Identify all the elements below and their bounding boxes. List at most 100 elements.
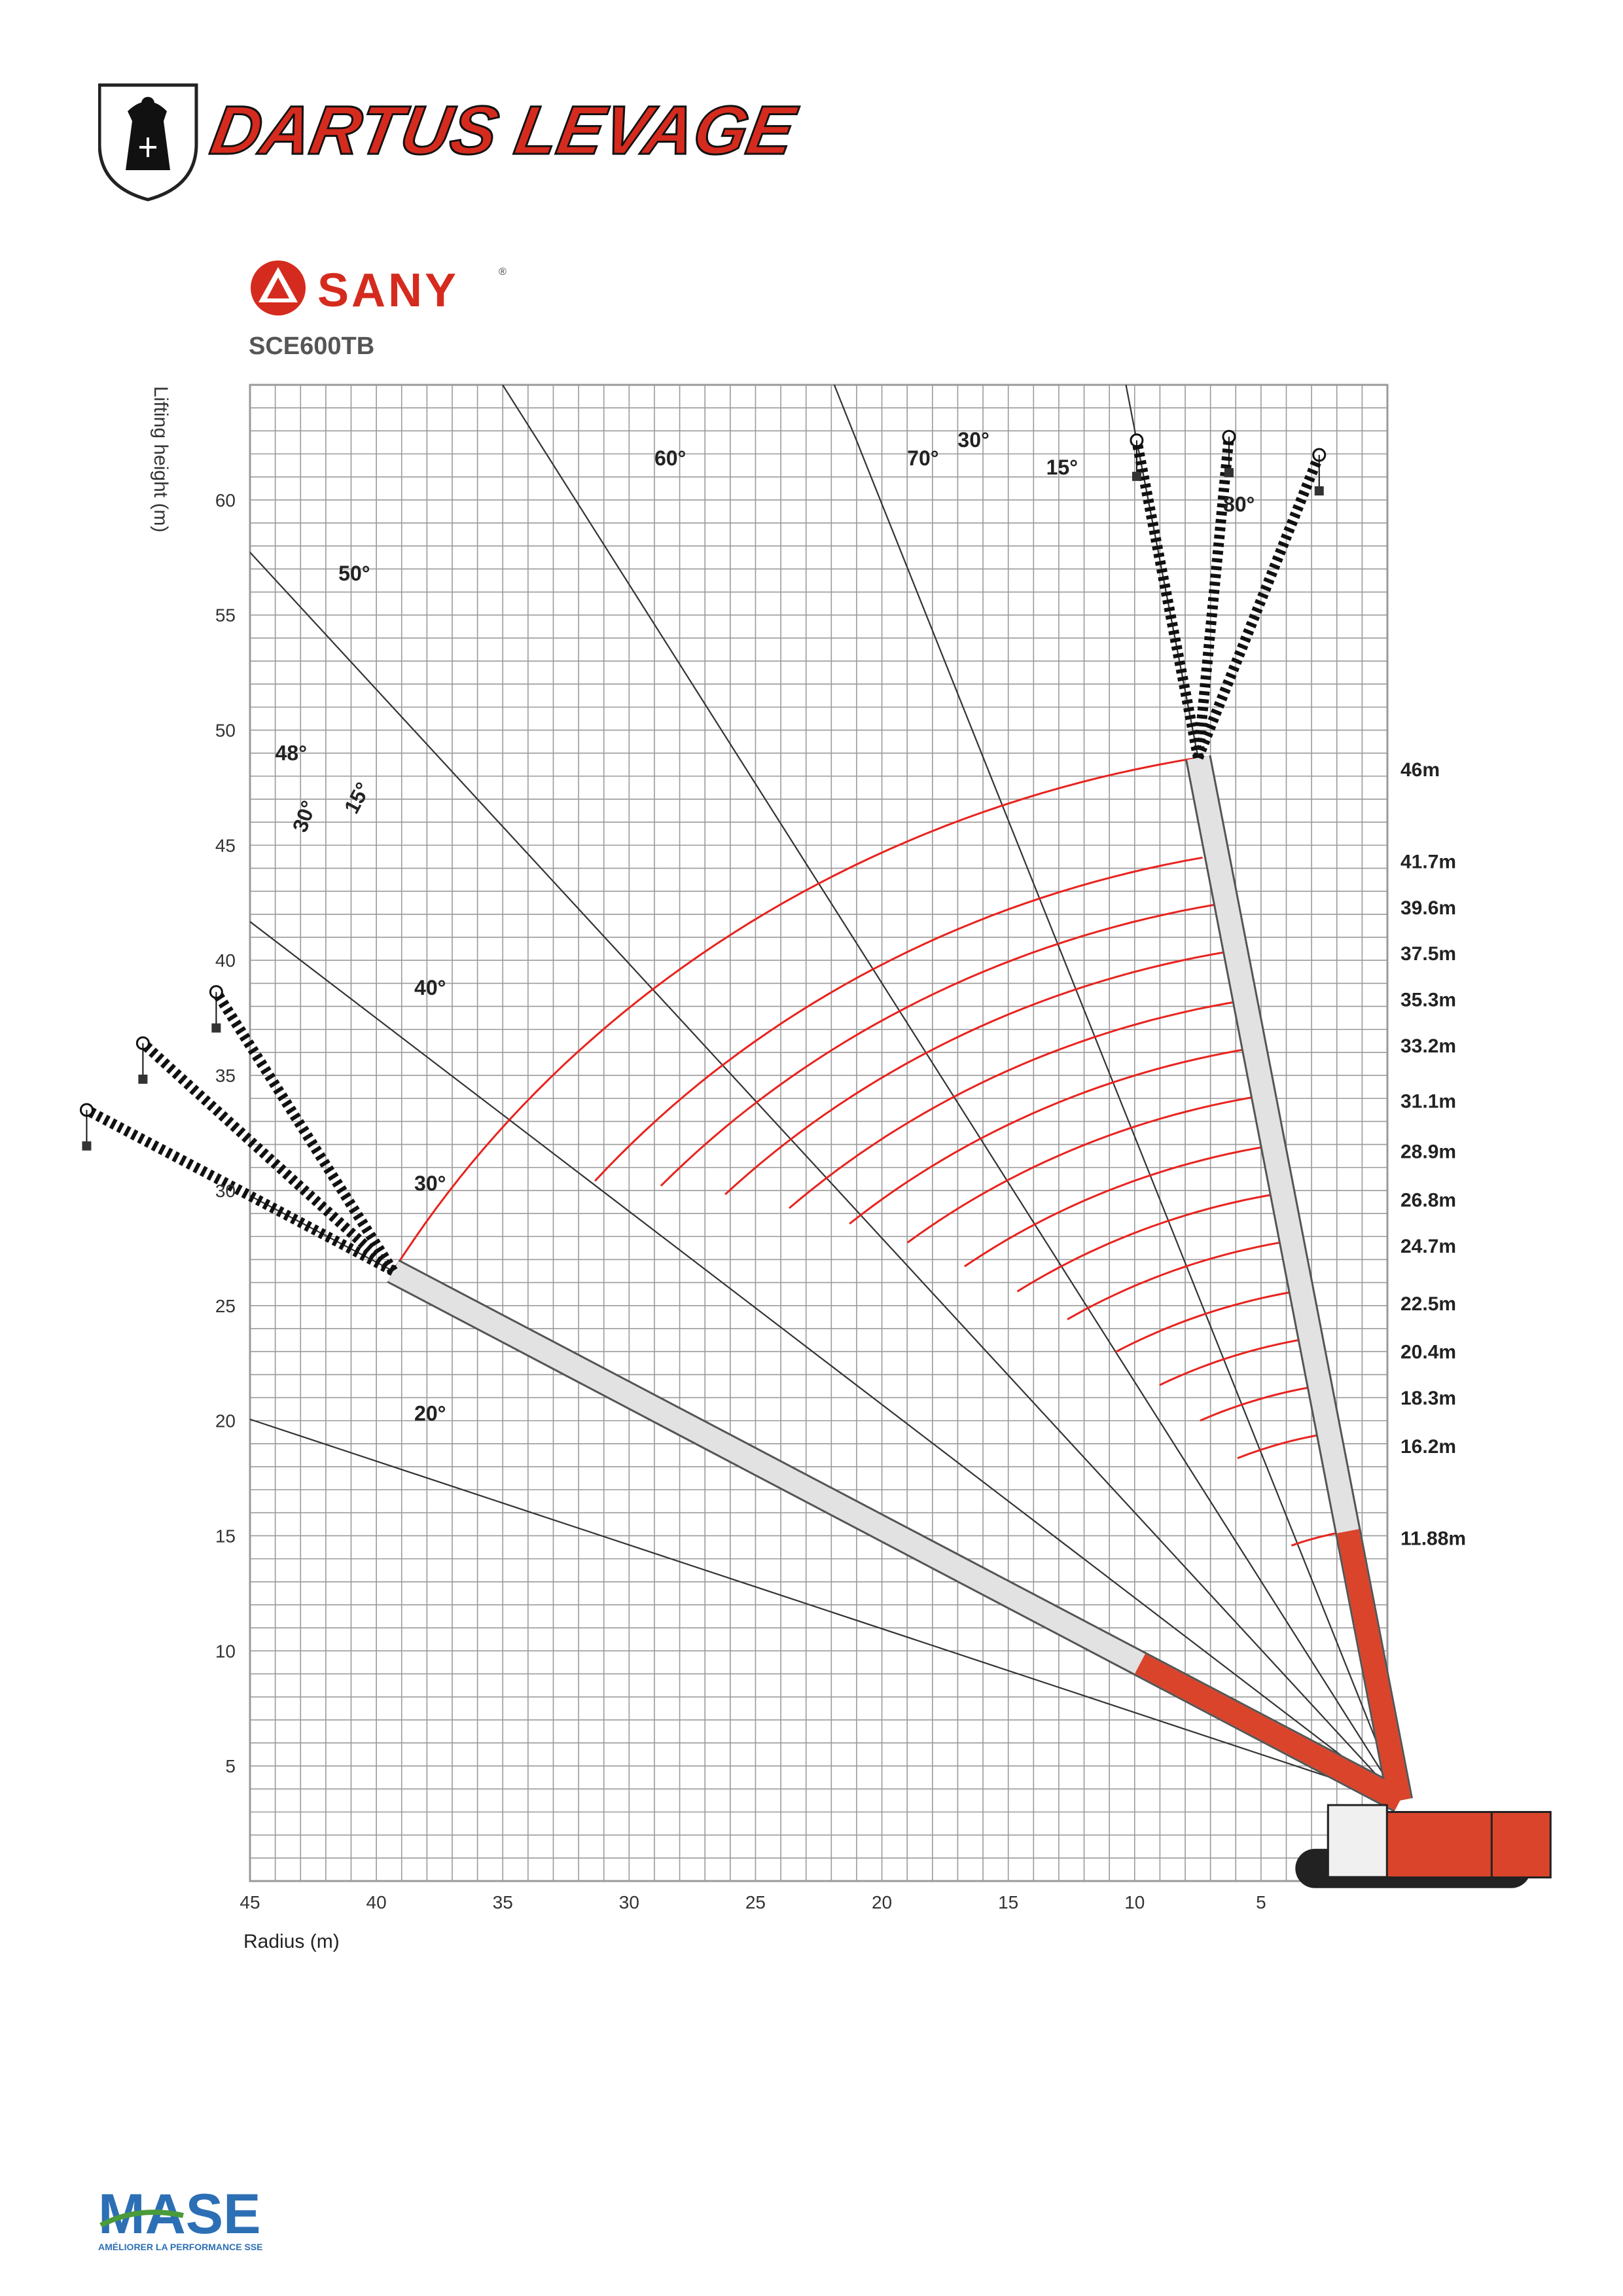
load-arc [1115,1289,1302,1353]
range-diagram: 45 40 35 30 25 20 15 10 551015202530354045505560… [79,384,1552,1952]
jib-80-0-hook [1132,471,1141,481]
y-tick-label: 10 [215,1641,236,1661]
axis-ticks: 45 40 35 30 25 20 15 10 551015202530354045505560… [215,490,1266,1952]
x-tick-label: 40 [366,1892,387,1912]
x-tick-label: 45 [240,1892,260,1912]
operator-cab [1327,1804,1388,1878]
angle-label: 50° [338,562,370,585]
boom-length-label: 39.6m [1400,897,1456,919]
jib-30-30 [211,989,398,1274]
x-tick-label: 10 [1124,1892,1145,1912]
y-tick-label: 45 [215,835,236,855]
jib-30-30-hook [211,1023,221,1033]
angle-label: 30° [414,1172,446,1195]
x-tick-label: 15 [998,1892,1018,1912]
plot-frame [249,384,1389,1882]
dartus-levage-logo: DARTUS LEVAGE [98,72,883,206]
jib-80-15-hook [1224,468,1234,478]
load-arc [1200,1385,1315,1422]
angle-label: 20° [414,1402,446,1426]
boom-base-section [1336,1529,1412,1803]
load-arc [963,1145,1266,1268]
angle-label: 80° [1223,492,1255,516]
y-tick-label: 15 [215,1526,236,1546]
load-arc [594,856,1203,1182]
load-arc [724,950,1230,1196]
jib-30-15 [139,1039,397,1275]
y-tick-label: 50 [215,721,236,741]
company-name: DARTUS LEVAGE [205,92,803,169]
jib-max-angle-label: 48° [276,741,307,764]
jib-80-15 [1192,436,1234,759]
angle-line [250,920,1387,1792]
boom-length-label: 46m [1400,759,1440,781]
x-tick-label: 35 [493,1892,513,1912]
load-arcs [392,757,1347,1547]
y-axis-title: Lifting height (m) [150,386,171,533]
boom-length-label: 35.3m [1400,990,1456,1011]
boom-length-label: 41.7m [1400,852,1456,873]
crane-body [1295,1804,1552,1888]
boom-length-label: 18.3m [1400,1388,1456,1409]
x-axis-title: Radius (m) [243,1931,340,1952]
load-arc [1016,1193,1278,1293]
jib-offset-label: 30° [957,428,989,452]
boom-length-label: 20.4m [1400,1342,1456,1363]
jib-30-0-hook [82,1141,92,1151]
x-tick-label: 25 [745,1892,766,1912]
y-tick-label: 40 [215,950,236,971]
boom-length-label: 33.2m [1400,1035,1456,1057]
angle-label: 40° [414,976,446,999]
boom-length-label: 16.2m [1400,1436,1456,1458]
chart-grid [249,384,1389,1882]
jib-30-15-hook [138,1074,148,1084]
boom-base-section [1135,1653,1406,1810]
brand-name: SANY [317,264,459,317]
shield-icon [98,83,198,202]
boom-length-label: 22.5m [1400,1293,1456,1315]
x-tick-label: 30 [619,1892,639,1912]
mase-swoosh-icon [99,2210,184,2228]
boom-length-label: 31.1m [1400,1090,1456,1112]
y-tick-label: 35 [215,1066,236,1086]
sany-logo: SANY ® [249,255,524,324]
y-tick-label: 20 [215,1411,236,1431]
brand-registered-mark: ® [499,266,507,278]
sany-triangle-icon [251,260,306,315]
jib-30-0 [84,1105,396,1276]
y-tick-label: 55 [215,605,236,626]
load-arc [1067,1240,1290,1321]
chart-labels: 20° 30° 40° 50° 60° 70° 80° 46m 41.7m 39.6m 37.5m 3… [276,428,1466,1550]
jib-80-0 [1132,439,1204,759]
load-arc [392,757,1199,1272]
angle-line [250,1418,1387,1797]
jib-80-30-hook [1314,486,1324,496]
mase-tagline: AMÉLIORER LA PERFORMANCE SSE [98,2242,263,2252]
counterweight [1490,1810,1552,1878]
y-tick-label: 60 [215,490,236,511]
y-tick-label: 25 [215,1296,236,1316]
angle-line [250,551,1387,1788]
boom-length-label: 28.9m [1400,1141,1456,1163]
boom-length-label: 11.88m [1400,1528,1466,1550]
load-arc [1159,1338,1304,1386]
angle-line [501,385,1387,1782]
boom-length-label: 26.8m [1400,1190,1456,1211]
boom-length-label: 37.5m [1400,943,1456,965]
boom-drawings [79,429,1413,1812]
load-arc [660,903,1217,1187]
load-arc [849,1047,1255,1225]
jib-offset-label: 15° [1046,456,1078,479]
y-tick-label: 30 [215,1181,236,1201]
y-tick-label: 5 [225,1756,236,1776]
boom-length-label: 24.7m [1400,1236,1456,1257]
x-tick-label: 5 [1256,1892,1266,1912]
load-arc [789,999,1243,1210]
x-tick-label: 20 [872,1892,892,1912]
angle-label: 70° [907,446,938,470]
mase-logo: MASE AMÉLIORER LA PERFORMANCE SSE [98,2183,314,2261]
load-arc [1237,1433,1327,1460]
angle-line [833,385,1387,1771]
angle-label: 60° [654,446,686,470]
load-arc [906,1096,1253,1244]
